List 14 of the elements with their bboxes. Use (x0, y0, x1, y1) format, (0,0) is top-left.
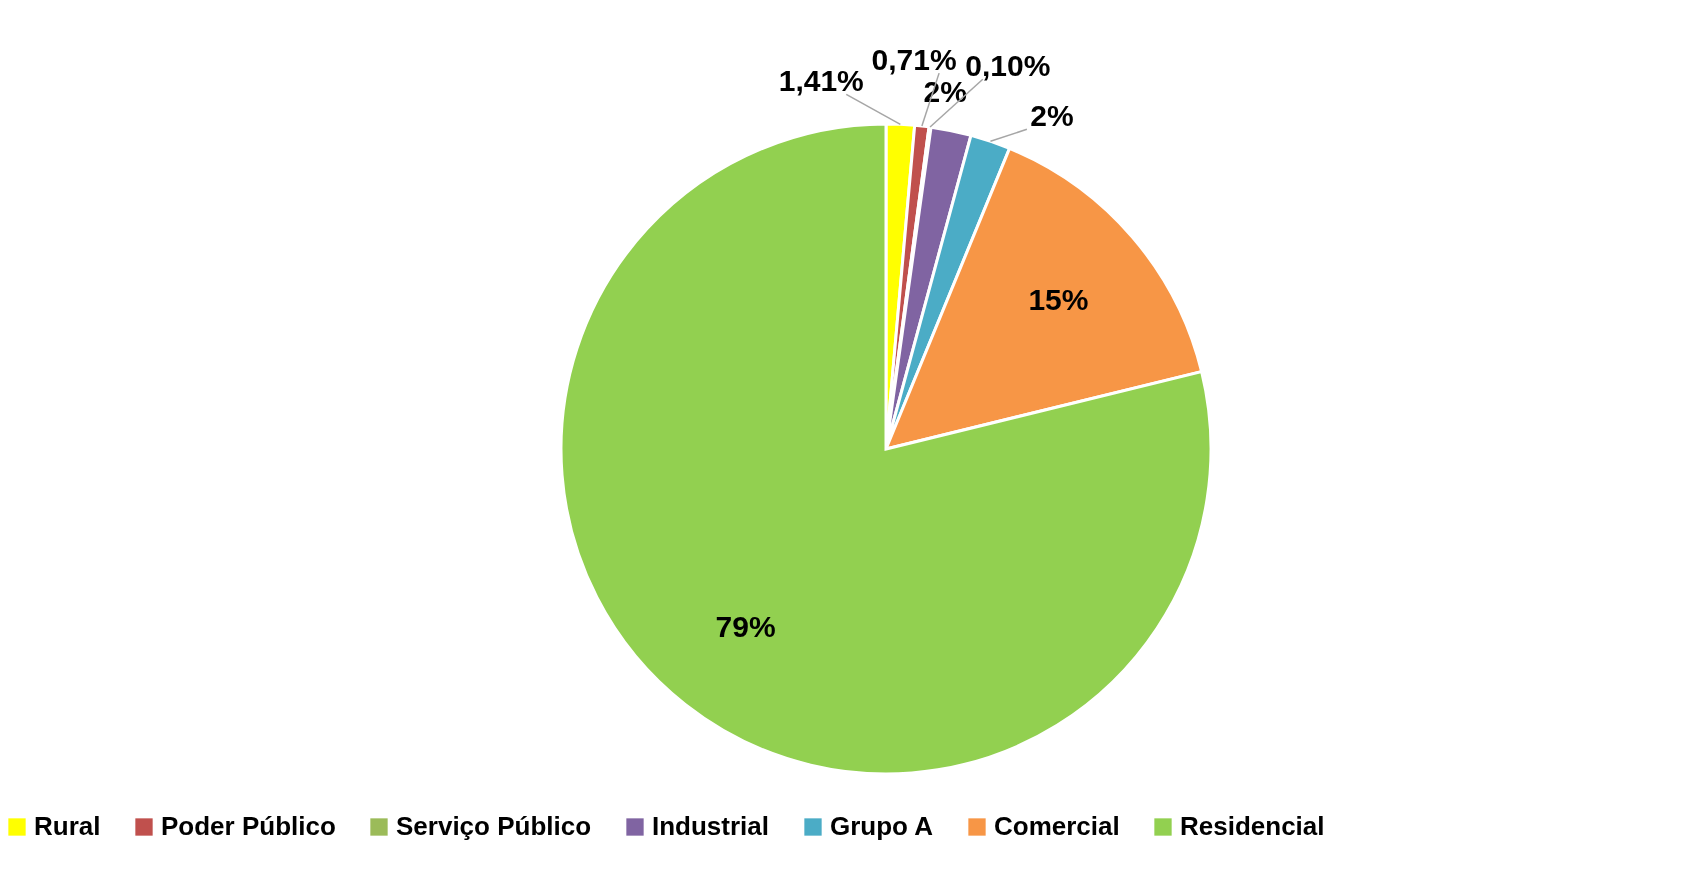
data-label: 0,10% (965, 49, 1051, 83)
data-label: 79% (715, 610, 776, 643)
legend-label: Comercial (994, 811, 1120, 841)
data-label: 2% (923, 75, 967, 109)
data-label: 15% (1028, 282, 1089, 316)
data-label: 1,41% (778, 64, 864, 98)
legend-label: Serviço Público (396, 811, 592, 841)
legend-label: Poder Público (161, 811, 336, 841)
data-label: 0,71% (871, 43, 957, 77)
legend-label: Industrial (652, 811, 770, 841)
data-label: 2% (1030, 99, 1074, 133)
legend-label: Residencial (1180, 811, 1325, 841)
legend-label: Grupo A (830, 811, 934, 841)
legend-label: Rural (34, 811, 101, 841)
